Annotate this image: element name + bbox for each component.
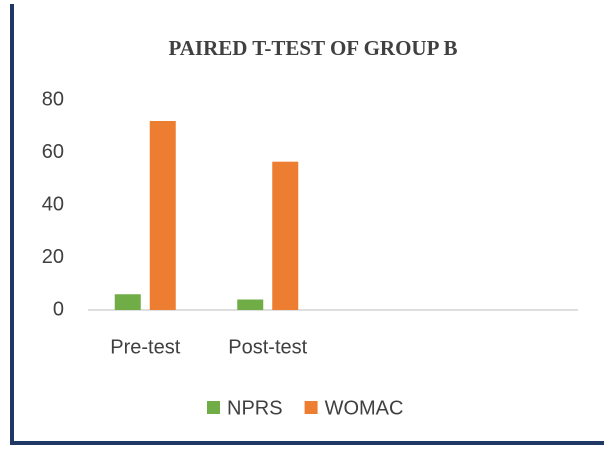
bar — [114, 294, 141, 310]
y-tick-label: 40 — [42, 193, 64, 215]
x-tick-label: Pre-test — [110, 336, 180, 358]
legend-swatch — [207, 401, 220, 414]
bar — [149, 121, 176, 310]
legend-label: WOMAC — [325, 397, 404, 419]
chart-title: PAIRED T-TEST OF GROUP B — [168, 36, 457, 60]
frame-left — [10, 4, 14, 445]
x-tick-label: Post-test — [228, 336, 307, 358]
y-tick-label: 0 — [53, 298, 64, 320]
y-tick-label: 80 — [42, 88, 64, 110]
y-tick-label: 60 — [42, 141, 64, 163]
bar — [272, 161, 299, 310]
legend-label: NPRS — [227, 397, 283, 419]
y-tick-label: 20 — [42, 246, 64, 268]
frame-bottom — [10, 441, 604, 445]
legend-swatch — [304, 401, 318, 414]
bar — [237, 299, 264, 310]
